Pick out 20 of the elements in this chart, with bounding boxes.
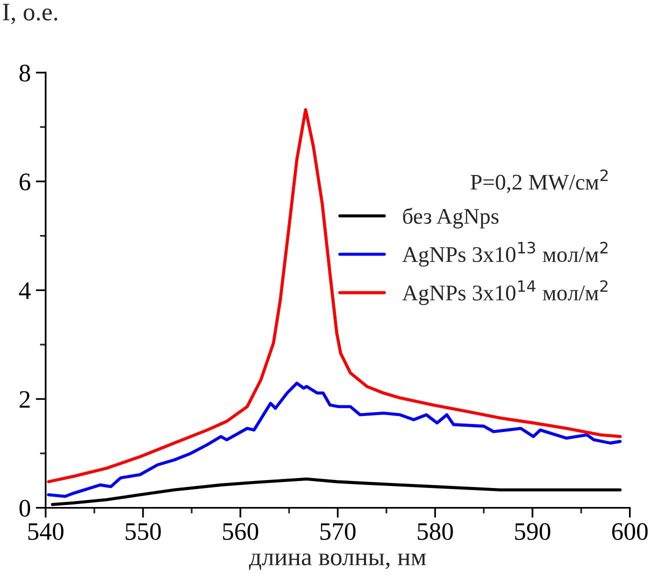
y-tick-label: 2 (20, 391, 30, 408)
x-tick-label: 560 (223, 523, 258, 540)
x-tick-label: 580 (418, 523, 453, 540)
x-tick-label: 600 (612, 523, 648, 540)
y-tick-label: 0 (20, 500, 30, 517)
x-tick-label: 570 (320, 523, 356, 540)
x-tick-label: 550 (126, 523, 161, 540)
line-series (47, 108, 622, 484)
legend-label: без AgNps (403, 208, 498, 228)
legend-label: AgNPs 3x10$^{14}$ мол/м$^{2}$ (402, 280, 608, 306)
legend-label: AgNPs 3x10$^{13}$ мол/м$^{2}$ (402, 242, 608, 267)
y-tick-label: 4 (19, 282, 31, 299)
y-tick-label: 8 (20, 64, 30, 82)
y-tick-label: 6 (20, 174, 30, 190)
x-axis-title: длина волны, нм (249, 553, 426, 570)
x-tick-label: 590 (515, 523, 550, 540)
y-axis-title: I, о.е. (2, 4, 58, 24)
line-series (47, 382, 622, 498)
x-tick-label: 540 (28, 523, 64, 540)
legend-title: P=0,2 MW/см$^{2}$ (470, 169, 608, 193)
